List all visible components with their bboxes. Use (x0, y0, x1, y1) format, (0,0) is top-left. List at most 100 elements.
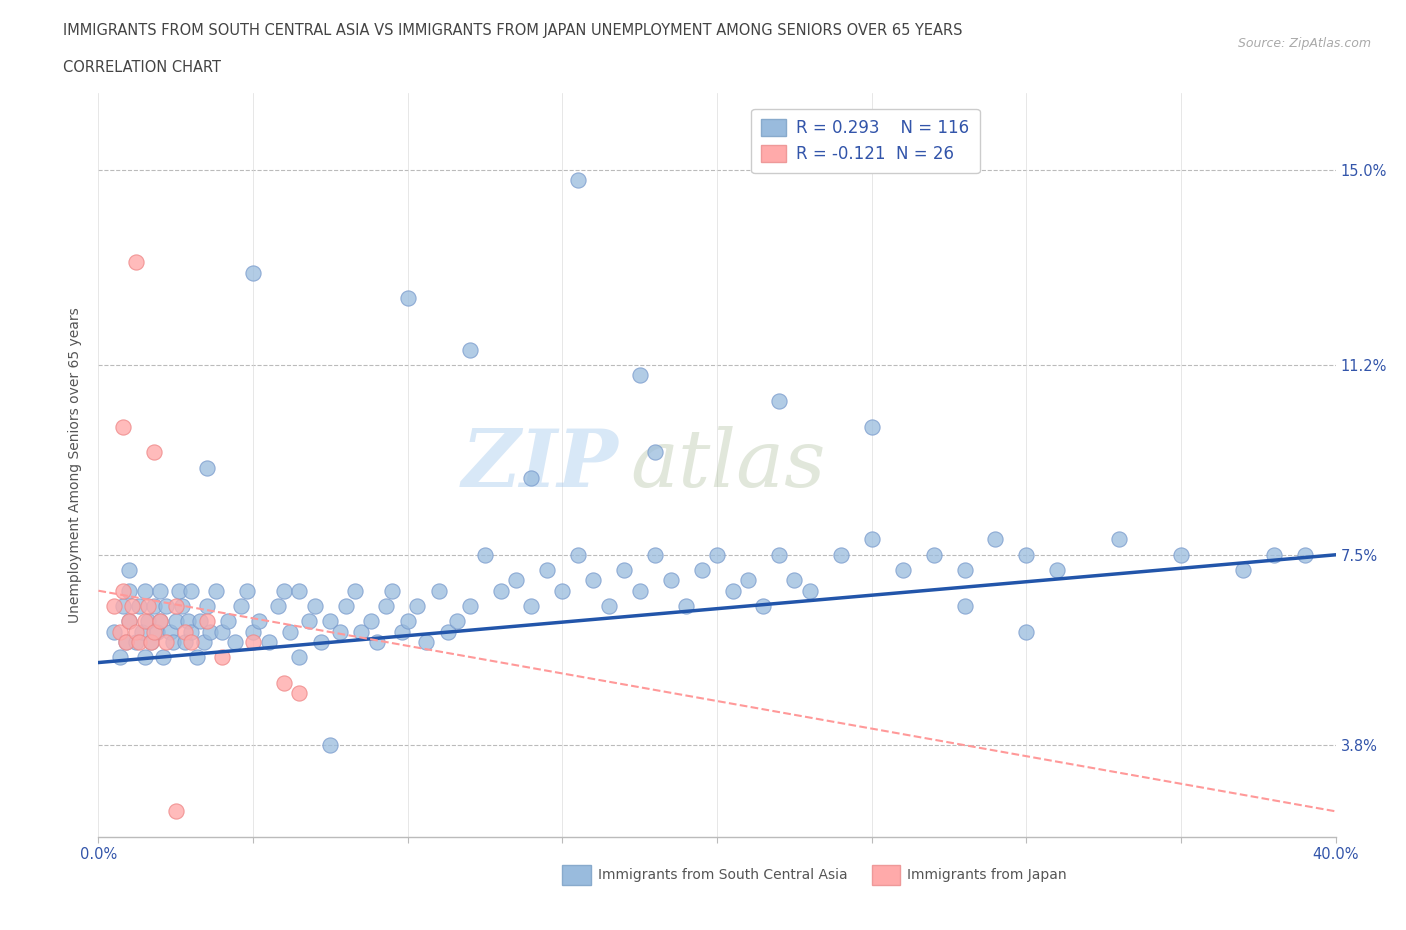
Point (146, 624, 169, 639)
Point (224, 634, 246, 649)
Point (118, 614, 141, 629)
Point (396, 291, 419, 306)
Text: CORRELATION CHART: CORRELATION CHART (63, 60, 221, 75)
Text: ZIP: ZIP (461, 426, 619, 504)
Point (304, 599, 326, 614)
Y-axis label: Unemployment Among Seniors over 65 years: Unemployment Among Seniors over 65 years (69, 307, 83, 623)
Point (242, 265, 264, 280)
Point (247, 614, 270, 629)
Point (415, 634, 437, 649)
Point (690, 563, 713, 578)
Point (136, 599, 159, 614)
Point (167, 583, 190, 598)
Point (165, 599, 187, 614)
Point (737, 573, 759, 588)
Point (613, 563, 636, 578)
Point (288, 650, 311, 665)
Point (406, 599, 429, 614)
Point (319, 737, 342, 752)
Point (180, 583, 202, 598)
Point (298, 614, 321, 629)
Point (134, 583, 156, 598)
Point (217, 614, 239, 629)
Point (446, 614, 468, 629)
Point (922, 548, 945, 563)
Point (628, 367, 651, 382)
Point (273, 675, 295, 690)
Point (659, 573, 682, 588)
Point (520, 599, 543, 614)
Point (551, 583, 574, 598)
Point (783, 573, 806, 588)
Point (236, 583, 259, 598)
Point (180, 634, 202, 649)
Point (288, 583, 311, 598)
Point (1170, 548, 1192, 563)
Point (567, 173, 589, 188)
Point (143, 445, 166, 459)
Point (195, 614, 218, 629)
Point (193, 634, 215, 649)
Point (112, 599, 135, 614)
Point (149, 614, 172, 629)
Text: atlas: atlas (630, 426, 825, 504)
Point (489, 583, 512, 598)
Point (396, 614, 419, 629)
Point (1046, 563, 1069, 578)
Point (598, 599, 620, 614)
Point (131, 624, 153, 639)
Point (198, 624, 221, 639)
Point (675, 599, 697, 614)
Point (288, 686, 311, 701)
Point (319, 614, 342, 629)
Point (366, 634, 388, 649)
Point (229, 599, 252, 614)
Point (242, 624, 264, 639)
Point (257, 634, 280, 649)
Point (134, 650, 156, 665)
Point (344, 583, 367, 598)
Point (149, 614, 172, 629)
Point (458, 599, 481, 614)
Point (505, 573, 527, 588)
Point (752, 599, 775, 614)
Point (115, 634, 138, 649)
Point (180, 624, 202, 639)
Point (375, 599, 398, 614)
Point (155, 599, 177, 614)
Text: Immigrants from Japan: Immigrants from Japan (907, 868, 1067, 883)
Point (211, 650, 233, 665)
Point (1015, 624, 1038, 639)
Point (391, 624, 413, 639)
Legend: R = 0.293    N = 116, R = -0.121  N = 26: R = 0.293 N = 116, R = -0.121 N = 26 (751, 109, 980, 173)
Point (381, 583, 404, 598)
Point (830, 548, 852, 563)
Point (335, 599, 357, 614)
Point (860, 532, 883, 547)
Point (139, 634, 162, 649)
Point (195, 460, 218, 475)
Point (149, 583, 172, 598)
Point (103, 599, 125, 614)
Point (112, 419, 135, 434)
Text: IMMIGRANTS FROM SOUTH CENTRAL ASIA VS IMMIGRANTS FROM JAPAN UNEMPLOYMENT AMONG S: IMMIGRANTS FROM SOUTH CENTRAL ASIA VS IM… (63, 23, 963, 38)
Point (768, 393, 790, 408)
Point (174, 634, 197, 649)
Point (1294, 548, 1316, 563)
Point (437, 624, 460, 639)
Point (115, 634, 138, 649)
Point (644, 445, 666, 459)
Point (953, 563, 976, 578)
Point (152, 650, 174, 665)
Point (124, 634, 146, 649)
Point (360, 614, 382, 629)
Point (118, 563, 141, 578)
Point (143, 624, 166, 639)
Point (186, 650, 208, 665)
Point (124, 624, 146, 639)
Point (860, 419, 883, 434)
Point (174, 624, 197, 639)
Point (112, 583, 135, 598)
Point (128, 599, 150, 614)
Point (458, 342, 481, 357)
